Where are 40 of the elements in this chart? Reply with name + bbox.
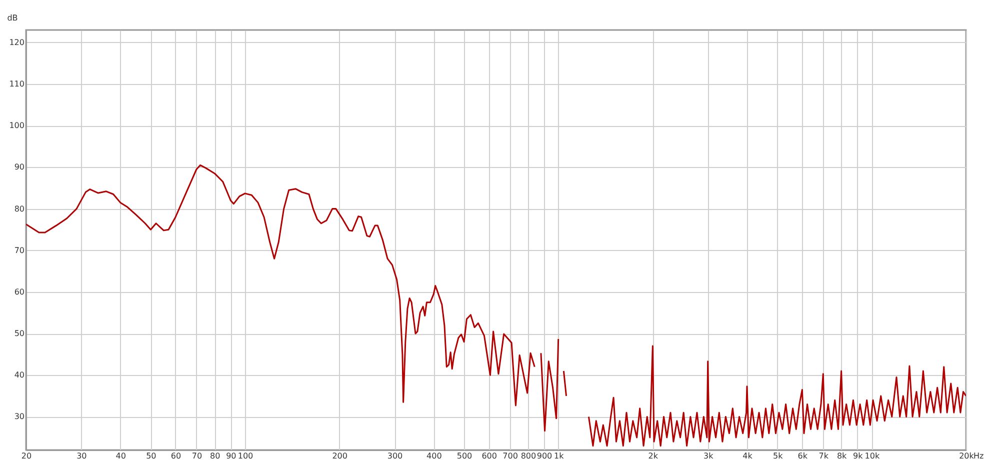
y-tick-label: 30 (14, 412, 24, 422)
x-tick-label: 8k (836, 452, 848, 460)
x-tick-label: 200 (332, 452, 348, 460)
x-tick-label: 10k (864, 452, 880, 460)
x-tick-label: 40 (116, 452, 126, 460)
y-tick-label: 120 (9, 38, 24, 47)
x-tick-label: 7k (818, 452, 829, 460)
x-tick-label: 70 (192, 452, 202, 460)
x-tick-label: 80 (210, 452, 220, 460)
x-tick-label: 9k (852, 452, 864, 460)
x-tick-label: 3k (703, 452, 714, 460)
x-tick-label: 6k (798, 452, 808, 460)
y-tick-label: 70 (14, 246, 24, 255)
x-tick-label: 500 (456, 452, 472, 460)
x-tick-label: 1k (554, 452, 564, 460)
y-tick-label: 110 (9, 80, 24, 89)
x-tick-label: 600 (482, 452, 497, 460)
x-axis-title: Hz (974, 452, 984, 460)
x-tick-label: 90 (226, 452, 236, 460)
x-tick-label: 20 (21, 452, 32, 460)
x-tick-label: 900 (536, 452, 552, 460)
x-tick-label: 400 (426, 452, 442, 460)
x-tick-label: 2k (648, 452, 658, 460)
y-tick-label: 90 (14, 162, 24, 172)
x-tick-label: 800 (520, 452, 536, 460)
y-tick-label: 80 (14, 204, 24, 214)
y-tick-label: 50 (14, 329, 24, 338)
y-tick-label: 60 (14, 287, 24, 296)
x-tick-label: 5k (772, 452, 784, 460)
y-axis-title: dB (7, 14, 18, 22)
x-tick-label: 60 (170, 452, 182, 460)
x-tick-label: 20k (959, 452, 974, 460)
x-tick-label: 30 (76, 452, 87, 460)
x-tick-label: 50 (146, 452, 156, 460)
x-tick-label: 700 (502, 452, 518, 460)
y-tick-label: 40 (14, 370, 24, 380)
x-tick-label: 300 (387, 452, 403, 460)
x-tick-label: 100 (238, 452, 254, 460)
x-tick-label: 4k (742, 452, 753, 460)
y-tick-label: 100 (9, 121, 24, 130)
